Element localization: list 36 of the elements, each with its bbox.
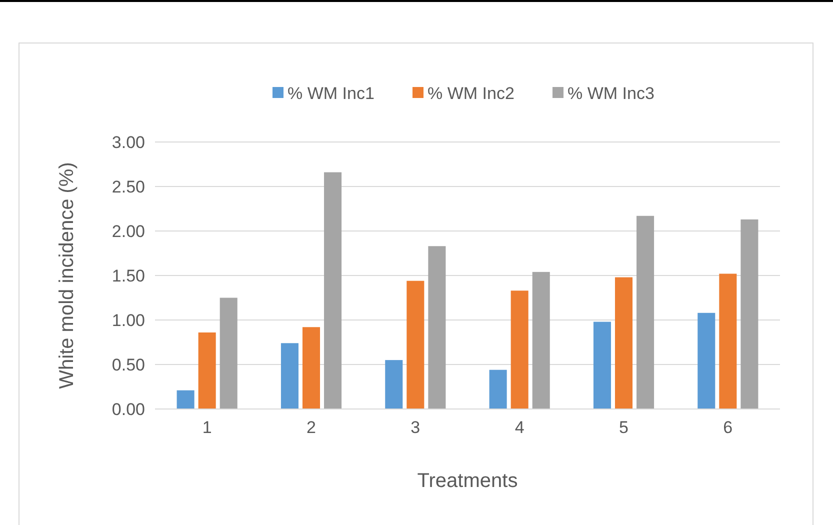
- y-tick-label: 0.00: [112, 400, 145, 419]
- x-axis-title: Treatments: [417, 470, 518, 492]
- bar: [636, 216, 654, 409]
- x-tick-label: 1: [202, 418, 212, 437]
- bar: [740, 219, 758, 409]
- bar: [176, 390, 194, 409]
- bar: [385, 360, 403, 409]
- legend-label: % WM Inc1: [288, 84, 374, 103]
- bar: [698, 312, 716, 409]
- bar: [532, 272, 550, 409]
- bar: [406, 280, 424, 409]
- legend-label: % WM Inc3: [568, 84, 654, 103]
- x-tick-label: 6: [723, 418, 733, 437]
- y-tick-label: 3.00: [112, 132, 145, 152]
- bar: [510, 290, 528, 409]
- bar: [198, 332, 216, 409]
- bar: [719, 274, 737, 409]
- x-tick-label: 2: [306, 418, 316, 437]
- bar: [489, 370, 507, 409]
- legend-label: % WM Inc2: [428, 84, 514, 103]
- bar: [428, 246, 446, 409]
- bar: [280, 343, 298, 409]
- bar: [324, 172, 342, 409]
- y-tick-label: 1.50: [112, 266, 145, 286]
- x-tick-label: 5: [619, 418, 628, 437]
- x-tick-label: 3: [410, 418, 420, 437]
- bar: [220, 298, 238, 409]
- x-tick-label: 4: [514, 418, 524, 437]
- y-tick-label: 2.00: [112, 222, 145, 241]
- y-tick-label: 2.50: [112, 177, 145, 196]
- bar: [593, 322, 611, 409]
- bar: [614, 277, 633, 409]
- y-tick-label: 0.50: [112, 355, 145, 374]
- bar: [302, 327, 320, 409]
- y-tick-label: 1.00: [112, 310, 145, 330]
- y-axis-title: White mold incidence (%): [56, 162, 78, 389]
